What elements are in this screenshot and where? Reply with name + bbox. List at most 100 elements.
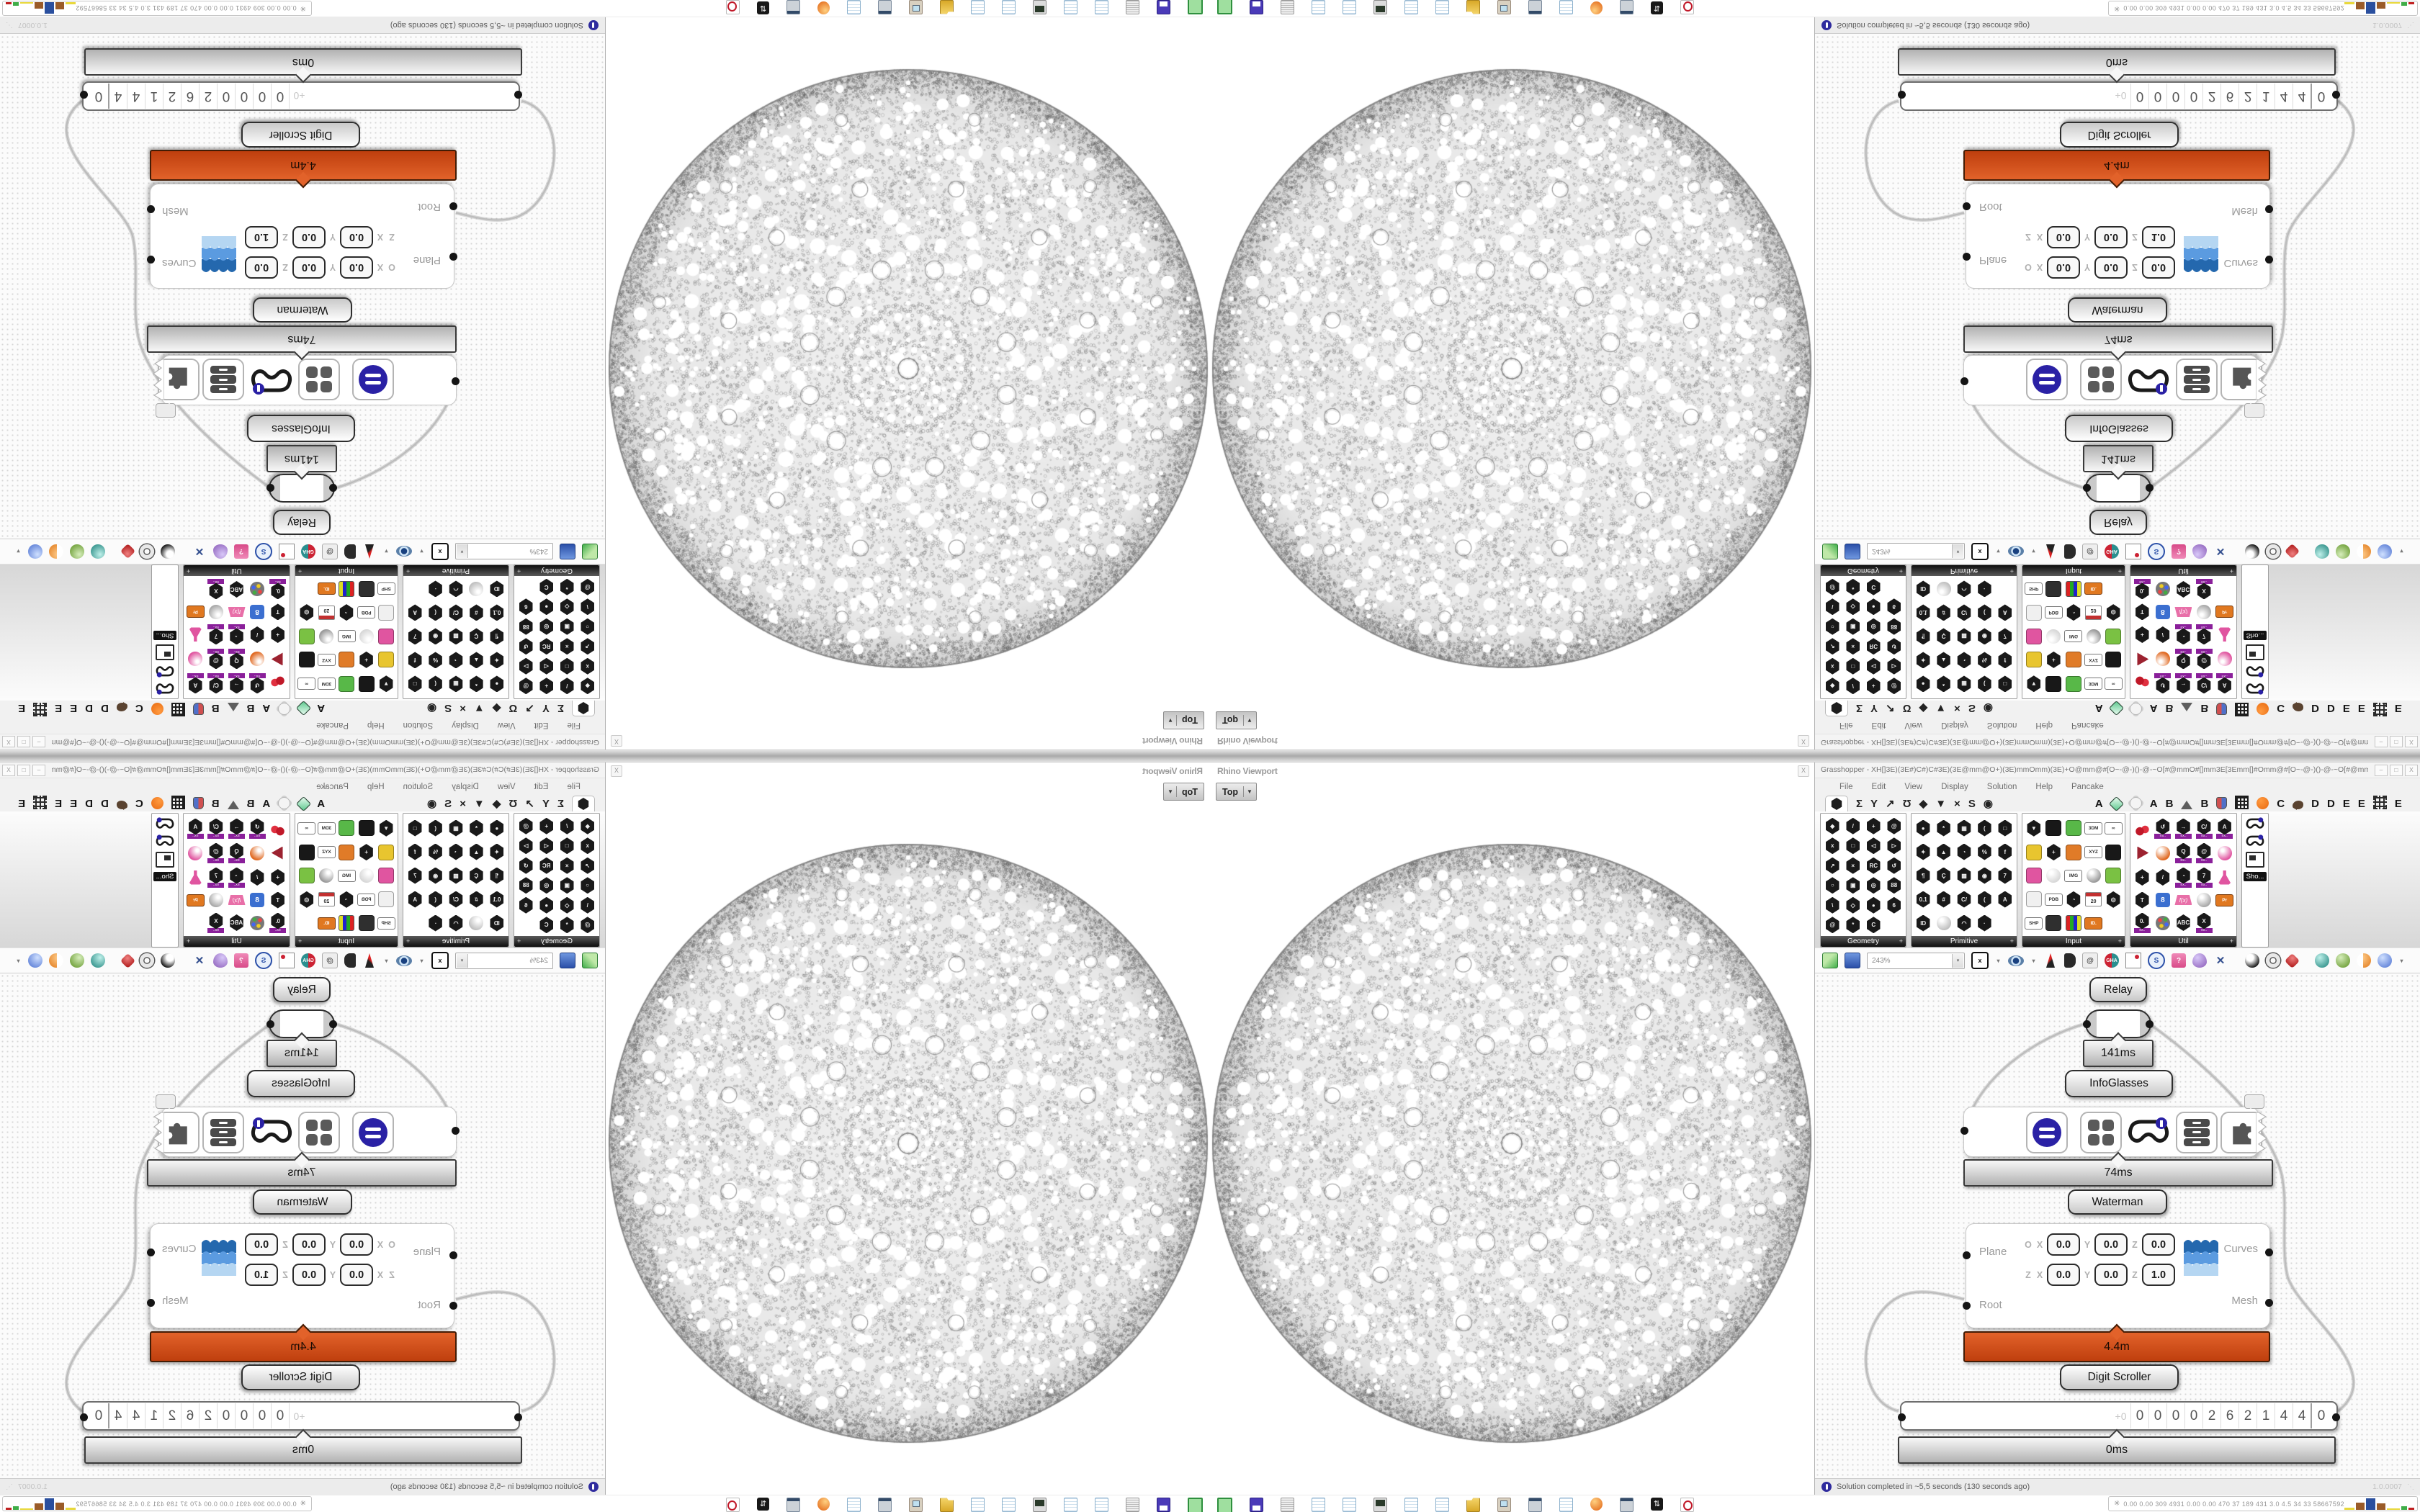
grasshopper-title-bar[interactable]: Grasshopper - XH[]3E)(3E#)C#)C#3E)(3E@mm…	[1815, 762, 2420, 778]
tag-icon[interactable]: XYZ	[317, 653, 336, 666]
square-icon[interactable]	[339, 844, 355, 860]
plane-input-grip[interactable]	[1963, 253, 1971, 261]
component-icon[interactable]: 0. ≡x..	[2133, 912, 2151, 933]
tab-icon-3[interactable]: ↗	[1886, 798, 1895, 810]
menu-item-file[interactable]: File	[567, 782, 581, 791]
menu-item-view[interactable]: View	[497, 782, 516, 791]
toolbar-ext-button[interactable]: x	[1971, 543, 1989, 560]
curves-output-grip[interactable]	[2265, 1248, 2273, 1256]
flower-tab-icon[interactable]	[2129, 797, 2142, 809]
palette-panel-label[interactable]: Primitive	[1912, 936, 2017, 947]
toolbar-ballb-button[interactable]	[28, 953, 42, 968]
gh-canvas[interactable]: Relay 141ms InfoGlasses	[0, 973, 605, 1478]
digit-scroller-widget[interactable]: +0 0 0 0 0 2 6 2 1 4 4 0	[80, 81, 522, 111]
menu-item-pancake[interactable]: Pancake	[2071, 721, 2104, 730]
resize-grip[interactable]: ⋱	[6, 21, 13, 30]
tag-icon[interactable]: SHP	[377, 917, 395, 930]
gh-canvas[interactable]: Relay 141ms InfoGlasses	[1815, 973, 2420, 1478]
plugin-tab-12[interactable]: D	[101, 798, 109, 810]
palette-panel-label[interactable]: Geometry	[1821, 936, 1906, 947]
plugin-tab-17[interactable]: E	[18, 798, 26, 810]
maximize-button[interactable]: □	[17, 765, 30, 776]
note-app-icon[interactable]	[1002, 1498, 1016, 1512]
square-icon[interactable]	[2065, 675, 2081, 692]
component-icon[interactable]: Q ≡x..	[2174, 649, 2192, 670]
grid-tab-icon[interactable]	[2235, 796, 2249, 809]
toolbar-ext-button[interactable]: x	[431, 952, 449, 969]
plugin-tab-13[interactable]: D	[2326, 798, 2335, 810]
pal-icon[interactable]	[2155, 582, 2170, 597]
square-icon[interactable]	[298, 844, 315, 860]
tab-icon-1[interactable]: Σ	[557, 798, 564, 810]
toolbar-gha-button[interactable]: GHA	[2105, 953, 2119, 968]
chevron-down-icon[interactable]: ▾	[1952, 544, 1963, 559]
infoglasses-nickname-bubble[interactable]: InfoGlasses	[247, 1070, 355, 1097]
toolbar-ballb-button[interactable]	[2378, 544, 2392, 559]
tab-icon-2[interactable]: Y	[542, 702, 550, 714]
plugin-tab-3[interactable]: A	[2149, 798, 2158, 810]
toolbar-save-button[interactable]	[1845, 953, 1860, 968]
firefox-app-icon[interactable]	[817, 1, 830, 14]
digit-cell-2[interactable]: 0	[2166, 1403, 2184, 1428]
toolbar-unt-button[interactable]: ✕	[2215, 545, 2226, 557]
folder-app-icon[interactable]	[940, 1498, 954, 1512]
play-icon[interactable]	[2137, 846, 2149, 860]
component-icon[interactable]: Q ≡x..	[228, 843, 246, 863]
menu-item-solution[interactable]: Solution	[403, 721, 434, 730]
scroller-input-grip[interactable]	[1898, 1413, 1906, 1421]
gem-tab-icon[interactable]	[2108, 700, 2124, 716]
flower-tab-icon[interactable]	[278, 797, 291, 809]
tag-icon[interactable]: PDB	[357, 606, 376, 619]
tab-icon-5[interactable]: ◆	[1919, 702, 1928, 714]
component-icon[interactable]: ↺ ≡x..	[2154, 673, 2172, 694]
note-app-icon[interactable]	[1435, 0, 1449, 14]
arrows-app-icon[interactable]: ⇅	[757, 1498, 769, 1511]
toolbar-open-button[interactable]	[582, 953, 598, 968]
component-icon[interactable]: → ≡x..	[2174, 673, 2192, 694]
close-button[interactable]: X	[2, 765, 15, 776]
plugin-tab-6[interactable]: B	[211, 798, 220, 810]
decimal-cell[interactable]: 0	[89, 84, 109, 109]
scroller-input-grip[interactable]	[1898, 91, 1906, 99]
toolbar-door-button[interactable]	[2064, 953, 2076, 968]
component-icon[interactable]: @ ≡x..	[2195, 649, 2213, 670]
digit-cell-0[interactable]: 0	[2130, 1403, 2148, 1428]
tag-icon[interactable]: ∞	[297, 822, 316, 834]
note-app-icon[interactable]	[1095, 1498, 1108, 1512]
component-icon[interactable]: → ≡x..	[228, 819, 246, 839]
digit-cell-4[interactable]: 2	[200, 84, 218, 109]
ball-icon[interactable]	[2217, 845, 2232, 860]
square-icon[interactable]	[298, 868, 315, 884]
mesh-output-grip[interactable]	[147, 1299, 155, 1307]
calendar-icon[interactable]: 20	[2085, 892, 2102, 907]
goggles-icon[interactable]	[2246, 665, 2264, 678]
tab-icon-1[interactable]: Σ	[1856, 798, 1863, 810]
waterman-sphere-geometry[interactable]	[606, 842, 1210, 1445]
menu-item-edit[interactable]: Edit	[534, 721, 549, 730]
tab-icon-4[interactable]: Ʊ	[508, 798, 518, 810]
ball-icon[interactable]	[2155, 652, 2170, 667]
viewport-close-button[interactable]: X	[1798, 735, 1809, 747]
chip-app-icon[interactable]	[1188, 0, 1203, 14]
plugin-tab-14[interactable]: E	[2342, 798, 2350, 810]
digit-cell-9[interactable]: 4	[109, 1403, 127, 1428]
plugin-tab-6[interactable]: B	[211, 702, 220, 714]
play-icon[interactable]	[272, 653, 284, 666]
sign-cell[interactable]: +0	[2115, 90, 2127, 102]
component-icon[interactable]: X ≡x..	[207, 913, 225, 933]
infoglasses-input-grip[interactable]	[452, 377, 460, 385]
computer-app-icon[interactable]	[1497, 1498, 1511, 1512]
infoglasses-nickname-bubble[interactable]: InfoGlasses	[2065, 1070, 2173, 1097]
palette-panel-label[interactable]: Util	[2130, 936, 2236, 947]
calendar-icon[interactable]: 20	[2085, 605, 2102, 620]
plugin-tab-0[interactable]: A	[317, 702, 326, 714]
square-icon[interactable]	[298, 652, 315, 668]
grid2-tab-icon[interactable]	[33, 703, 48, 716]
close-button[interactable]: X	[2405, 765, 2418, 776]
plugin-tab-15[interactable]: E	[55, 702, 63, 714]
toolbar-open-button[interactable]	[1822, 544, 1838, 559]
note-app-icon[interactable]	[1095, 0, 1108, 14]
grid2-tab-icon[interactable]	[2372, 796, 2387, 809]
component-icon[interactable]: 7 ≡x..	[2195, 624, 2213, 645]
digit-cell-5[interactable]: 6	[182, 84, 200, 109]
